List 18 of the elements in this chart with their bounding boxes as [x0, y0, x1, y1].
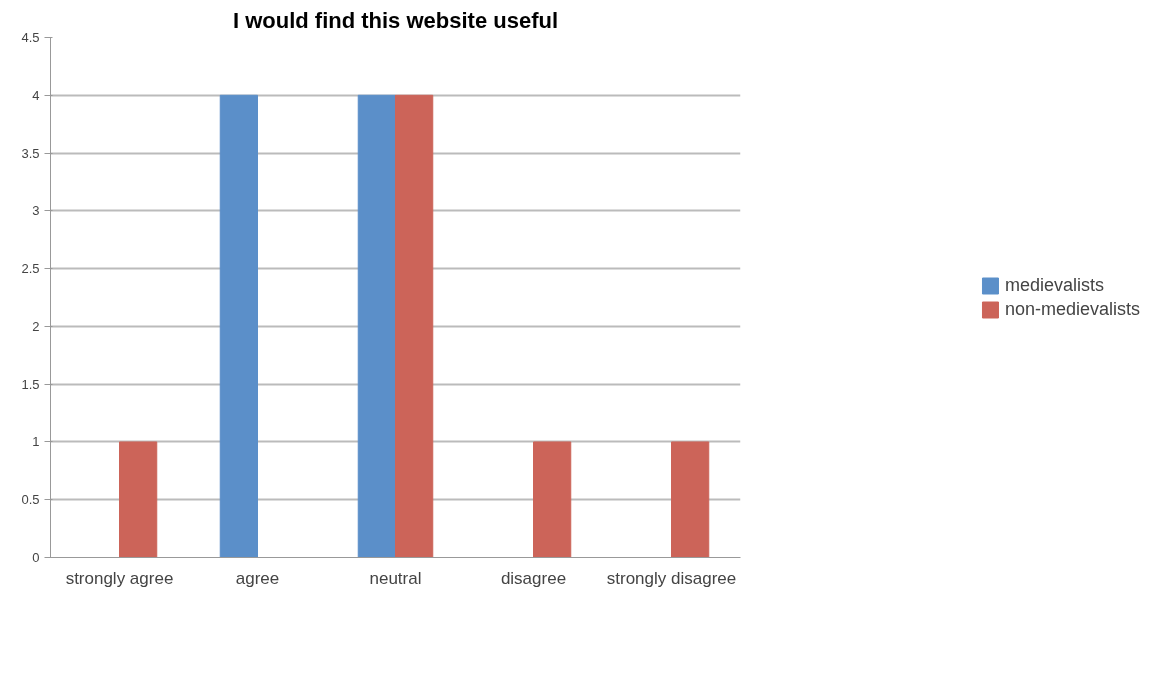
y-tick-label: 3: [32, 203, 40, 219]
y-tick-label: 2.5: [21, 261, 40, 277]
x-tick-label: strongly agree: [65, 568, 174, 588]
x-tick-label: disagree: [500, 568, 567, 588]
x-tick-label: neutral: [369, 568, 422, 588]
y-tick-label: 4.5: [21, 30, 40, 45]
legend-label: non-medievalists: [1004, 298, 1141, 320]
x-tick-label: agree: [235, 568, 280, 588]
y-tick-label: 0: [32, 550, 40, 565]
y-tick-label: 1.5: [21, 376, 40, 392]
y-tick-label: 1: [32, 434, 40, 450]
y-tick-label: 4: [32, 87, 40, 103]
y-tick-label: 3.5: [21, 145, 40, 161]
x-tick-label: strongly disagree: [606, 568, 737, 588]
y-tick-label: 2: [32, 318, 40, 334]
y-tick-label: 0.5: [21, 492, 40, 508]
legend-label: medievalists: [1004, 274, 1105, 296]
chart-title: I would find this website useful: [232, 7, 559, 33]
